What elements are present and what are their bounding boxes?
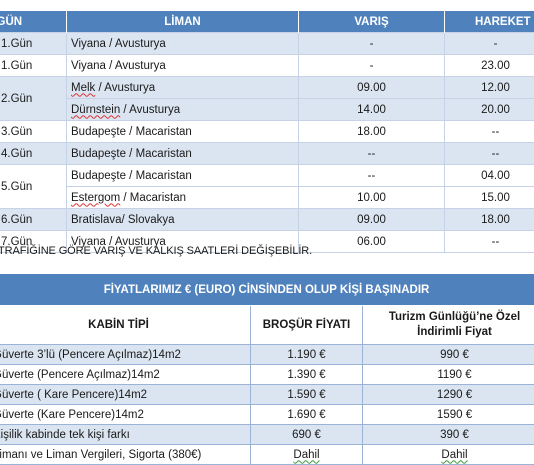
departure-cell: 20.00 bbox=[445, 99, 534, 121]
port-rest: / Avusturya bbox=[95, 82, 155, 94]
day-cell: 6.Gün bbox=[0, 209, 67, 231]
arrival-cell: -- bbox=[299, 143, 445, 165]
departure-cell: 15.00 bbox=[445, 187, 534, 209]
arrival-cell: - bbox=[299, 55, 445, 77]
table-row: 4.Gün Budapeşte / Macaristan -- -- bbox=[0, 143, 534, 165]
discount-price-cell: 390 € bbox=[363, 425, 534, 445]
header-cabin: KABİN TİPİ bbox=[0, 306, 251, 345]
arrival-cell: 10.00 bbox=[299, 187, 445, 209]
day-cell: 3.Gün bbox=[0, 121, 67, 143]
brochure-price-cell: 1.190 € bbox=[251, 345, 363, 365]
itinerary-header-row: GÜN LİMAN VARIŞ HAREKET bbox=[0, 11, 534, 33]
day-cell: 2.Gün bbox=[0, 77, 67, 121]
cabin-cell: Güverte (Kare Pencere)14m2 bbox=[0, 405, 251, 425]
discount-included: Dahil bbox=[441, 449, 467, 461]
departure-cell: -- bbox=[445, 231, 534, 253]
port-cell: Budapeşte / Macaristan bbox=[67, 143, 299, 165]
port-cell: Bratislava/ Slovakya bbox=[67, 209, 299, 231]
discount-price-cell: 1590 € bbox=[363, 405, 534, 425]
table-row: 2.Gün Melk / Avusturya 09.00 12.00 bbox=[0, 77, 534, 99]
cabin-cell: Güverte ( Kare Pencere)14m2 bbox=[0, 385, 251, 405]
brochure-price-cell: 690 € bbox=[251, 425, 363, 445]
departure-cell: 18.00 bbox=[445, 209, 534, 231]
cabin-cell: Güverte (Pencere Açılmaz)14m2 bbox=[0, 365, 251, 385]
port-cell: Dürnstein / Avusturya bbox=[67, 99, 299, 121]
header-day: GÜN bbox=[0, 11, 67, 33]
day-cell: 1.Gün bbox=[0, 33, 67, 55]
arrival-cell: 14.00 bbox=[299, 99, 445, 121]
port-rest: / Avusturya bbox=[120, 104, 180, 116]
port-rest: / Macaristan bbox=[120, 192, 186, 204]
price-row: Kişilik kabinde tek kişi farkı 690 € 390… bbox=[0, 425, 534, 445]
departure-cell: 12.00 bbox=[445, 77, 534, 99]
discount-price-cell: 1290 € bbox=[363, 385, 534, 405]
day-cell: 5.Gün bbox=[0, 165, 67, 209]
table-row: 1.Gün Viyana / Avusturya - 23.00 bbox=[0, 55, 534, 77]
discount-price-cell: 1190 € bbox=[363, 365, 534, 385]
arrival-cell: 09.00 bbox=[299, 209, 445, 231]
table-row: 1.Gün Viyana / Avusturya - - bbox=[0, 33, 534, 55]
day-cell: 1.Gün bbox=[0, 55, 67, 77]
arrival-cell: 06.00 bbox=[299, 231, 445, 253]
cabin-cell: Kişilik kabinde tek kişi farkı bbox=[0, 425, 251, 445]
header-discount-line2: İndirimli Fiyat bbox=[367, 325, 534, 340]
price-row: Güverte 3’lü (Pencere Açılmaz)14m2 1.190… bbox=[0, 345, 534, 365]
arrival-cell: 18.00 bbox=[299, 121, 445, 143]
header-arrival: VARIŞ bbox=[299, 11, 445, 33]
port-spell: Estergom bbox=[71, 192, 120, 204]
table-row: 3.Gün Budapeşte / Macaristan 18.00 -- bbox=[0, 121, 534, 143]
header-discount: Turizm Günlüğü’ne Özel İndirimli Fiyat bbox=[363, 306, 534, 345]
port-cell: Budapeşte / Macaristan bbox=[67, 121, 299, 143]
itinerary-table: GÜN LİMAN VARIŞ HAREKET 1.Gün Viyana / A… bbox=[0, 11, 534, 253]
port-cell: Viyana / Avusturya bbox=[67, 55, 299, 77]
table-row: 5.Gün Budapeşte / Macaristan -- 04.00 bbox=[0, 165, 534, 187]
price-row: Güverte (Pencere Açılmaz)14m2 1.390 € 11… bbox=[0, 365, 534, 385]
table-row: Dürnstein / Avusturya 14.00 20.00 bbox=[0, 99, 534, 121]
brochure-price-cell: 1.690 € bbox=[251, 405, 363, 425]
header-departure: HAREKET bbox=[445, 11, 534, 33]
port-cell: Estergom / Macaristan bbox=[67, 187, 299, 209]
departure-cell: 04.00 bbox=[445, 165, 534, 187]
price-header-row: KABİN TİPİ BROŞÜR FİYATI Turizm Günlüğü’… bbox=[0, 306, 534, 345]
table-row: 6.Gün Bratislava/ Slovakya 09.00 18.00 bbox=[0, 209, 534, 231]
price-banner-row: FİYATLARIMIZ € (EURO) CİNSİNDEN OLUP KİŞ… bbox=[0, 274, 534, 306]
brochure-included: Dahil bbox=[293, 449, 319, 461]
port-spell: Dürnstein bbox=[71, 104, 120, 116]
departure-cell: -- bbox=[445, 121, 534, 143]
price-row: Güverte (Kare Pencere)14m2 1.690 € 1590 … bbox=[0, 405, 534, 425]
header-port: LİMAN bbox=[67, 11, 299, 33]
port-cell: Viyana / Avusturya bbox=[67, 33, 299, 55]
arrival-cell: 09.00 bbox=[299, 77, 445, 99]
header-brochure: BROŞÜR FİYATI bbox=[251, 306, 363, 345]
departure-cell: -- bbox=[445, 143, 534, 165]
price-table: FİYATLARIMIZ € (EURO) CİNSİNDEN OLUP KİŞ… bbox=[0, 274, 534, 465]
arrival-cell: - bbox=[299, 33, 445, 55]
schedule-note: TRAFİĞİNE GÖRE VARIŞ VE KALKIŞ SAATLERİ … bbox=[0, 245, 312, 257]
port-spell: Melk bbox=[71, 82, 95, 94]
header-discount-line1: Turizm Günlüğü’ne Özel bbox=[367, 310, 534, 325]
port-cell: Budapeşte / Macaristan bbox=[67, 165, 299, 187]
price-banner: FİYATLARIMIZ € (EURO) CİNSİNDEN OLUP KİŞ… bbox=[0, 274, 534, 306]
port-cell: Melk / Avusturya bbox=[67, 77, 299, 99]
day-cell: 4.Gün bbox=[0, 143, 67, 165]
discount-price-cell: 990 € bbox=[363, 345, 534, 365]
departure-cell: - bbox=[445, 33, 534, 55]
cabin-cell: Güverte 3’lü (Pencere Açılmaz)14m2 bbox=[0, 345, 251, 365]
table-row: Estergom / Macaristan 10.00 15.00 bbox=[0, 187, 534, 209]
brochure-price-cell: 1.590 € bbox=[251, 385, 363, 405]
departure-cell: 23.00 bbox=[445, 55, 534, 77]
price-row: Güverte ( Kare Pencere)14m2 1.590 € 1290… bbox=[0, 385, 534, 405]
arrival-cell: -- bbox=[299, 165, 445, 187]
brochure-price-cell: 1.390 € bbox=[251, 365, 363, 385]
